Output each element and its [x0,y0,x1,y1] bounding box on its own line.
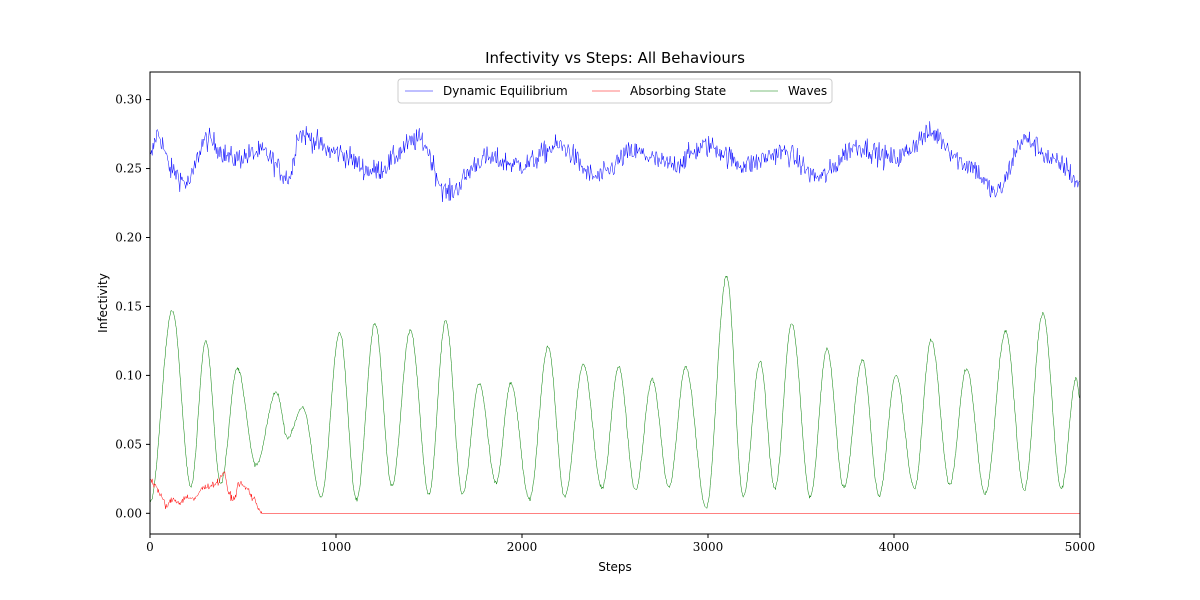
y-tick-label: 0.00 [115,506,142,520]
plot-frame [149,71,1081,535]
x-axis-label: Steps [598,560,632,574]
x-tick-label: 1000 [321,540,352,554]
legend-label-waves: Waves [788,84,827,98]
x-tick-label: 3000 [693,540,724,554]
y-axis-label: Infectivity [96,273,110,333]
y-axis-ticks: 0.00 0.05 0.10 0.15 0.20 0.25 0.30 [115,93,150,520]
series-layer [150,121,1080,515]
series-line-dynamic-equilibrium [150,121,1080,202]
legend: Dynamic Equilibrium Absorbing State Wave… [397,78,833,104]
x-tick-label: 4000 [879,540,910,554]
y-tick-label: 0.05 [115,437,142,451]
x-axis-ticks: 0 1000 2000 3000 4000 5000 [146,534,1095,554]
series-line-waves [150,275,1080,509]
y-tick-label: 0.10 [115,368,142,382]
y-tick-label: 0.25 [115,162,142,176]
x-tick-label: 0 [146,540,154,554]
legend-label-dynamic-equilibrium: Dynamic Equilibrium [443,84,568,98]
chart-title: Infectivity vs Steps: All Behaviours [485,49,745,67]
y-tick-label: 0.20 [115,230,142,244]
x-tick-label: 2000 [507,540,538,554]
legend-label-absorbing-state: Absorbing State [630,84,726,98]
series-line-absorbing-state [150,470,1080,515]
y-tick-label: 0.30 [115,93,142,107]
y-tick-label: 0.15 [115,299,142,313]
x-tick-label: 5000 [1065,540,1096,554]
